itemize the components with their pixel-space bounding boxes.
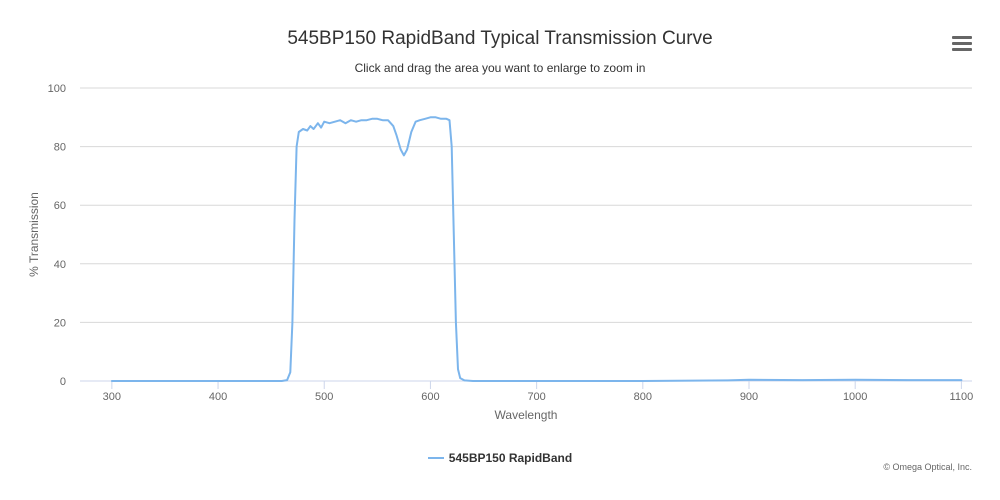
x-tick-label: 300 [103, 391, 121, 403]
series-line[interactable] [110, 116, 963, 382]
credits-text[interactable]: © Omega Optical, Inc. [883, 462, 972, 472]
y-tick-label: 60 [54, 200, 66, 212]
chart-legend: 545BP150 RapidBand [0, 448, 1000, 465]
x-tick-label: 900 [740, 391, 758, 403]
x-axis-title: Wavelength [495, 408, 558, 422]
grid-lines [80, 87, 972, 323]
y-tick-label: 0 [60, 376, 66, 388]
legend-item-series[interactable]: 545BP150 RapidBand [427, 451, 573, 465]
x-tick-label: 1000 [843, 391, 867, 403]
chart-subtitle: Click and drag the area you want to enla… [354, 61, 646, 75]
y-tick-label: 40 [54, 259, 66, 271]
x-tick-label: 500 [315, 391, 333, 403]
y-tick-label: 20 [54, 317, 66, 329]
y-axis-title: % Transmission [27, 192, 41, 277]
x-tick-label: 800 [634, 391, 652, 403]
legend-label: 545BP150 RapidBand [448, 451, 573, 465]
axes: 0 20 40 60 80 100 300 400 500 600 700 800 900 1000 110… [48, 83, 974, 403]
series-layer [110, 116, 963, 382]
y-tick-label: 80 [54, 142, 66, 154]
chart-title: 545BP150 RapidBand Typical Transmission … [287, 28, 713, 49]
y-tick-label: 100 [48, 83, 66, 95]
x-tick-label: 400 [209, 391, 227, 403]
x-tick-label: 700 [527, 391, 545, 403]
x-tick-label: 600 [421, 391, 439, 403]
legend-line-icon [427, 457, 444, 459]
x-tick-label: 1100 [950, 391, 974, 403]
hamburger-menu-icon[interactable] [952, 36, 972, 52]
